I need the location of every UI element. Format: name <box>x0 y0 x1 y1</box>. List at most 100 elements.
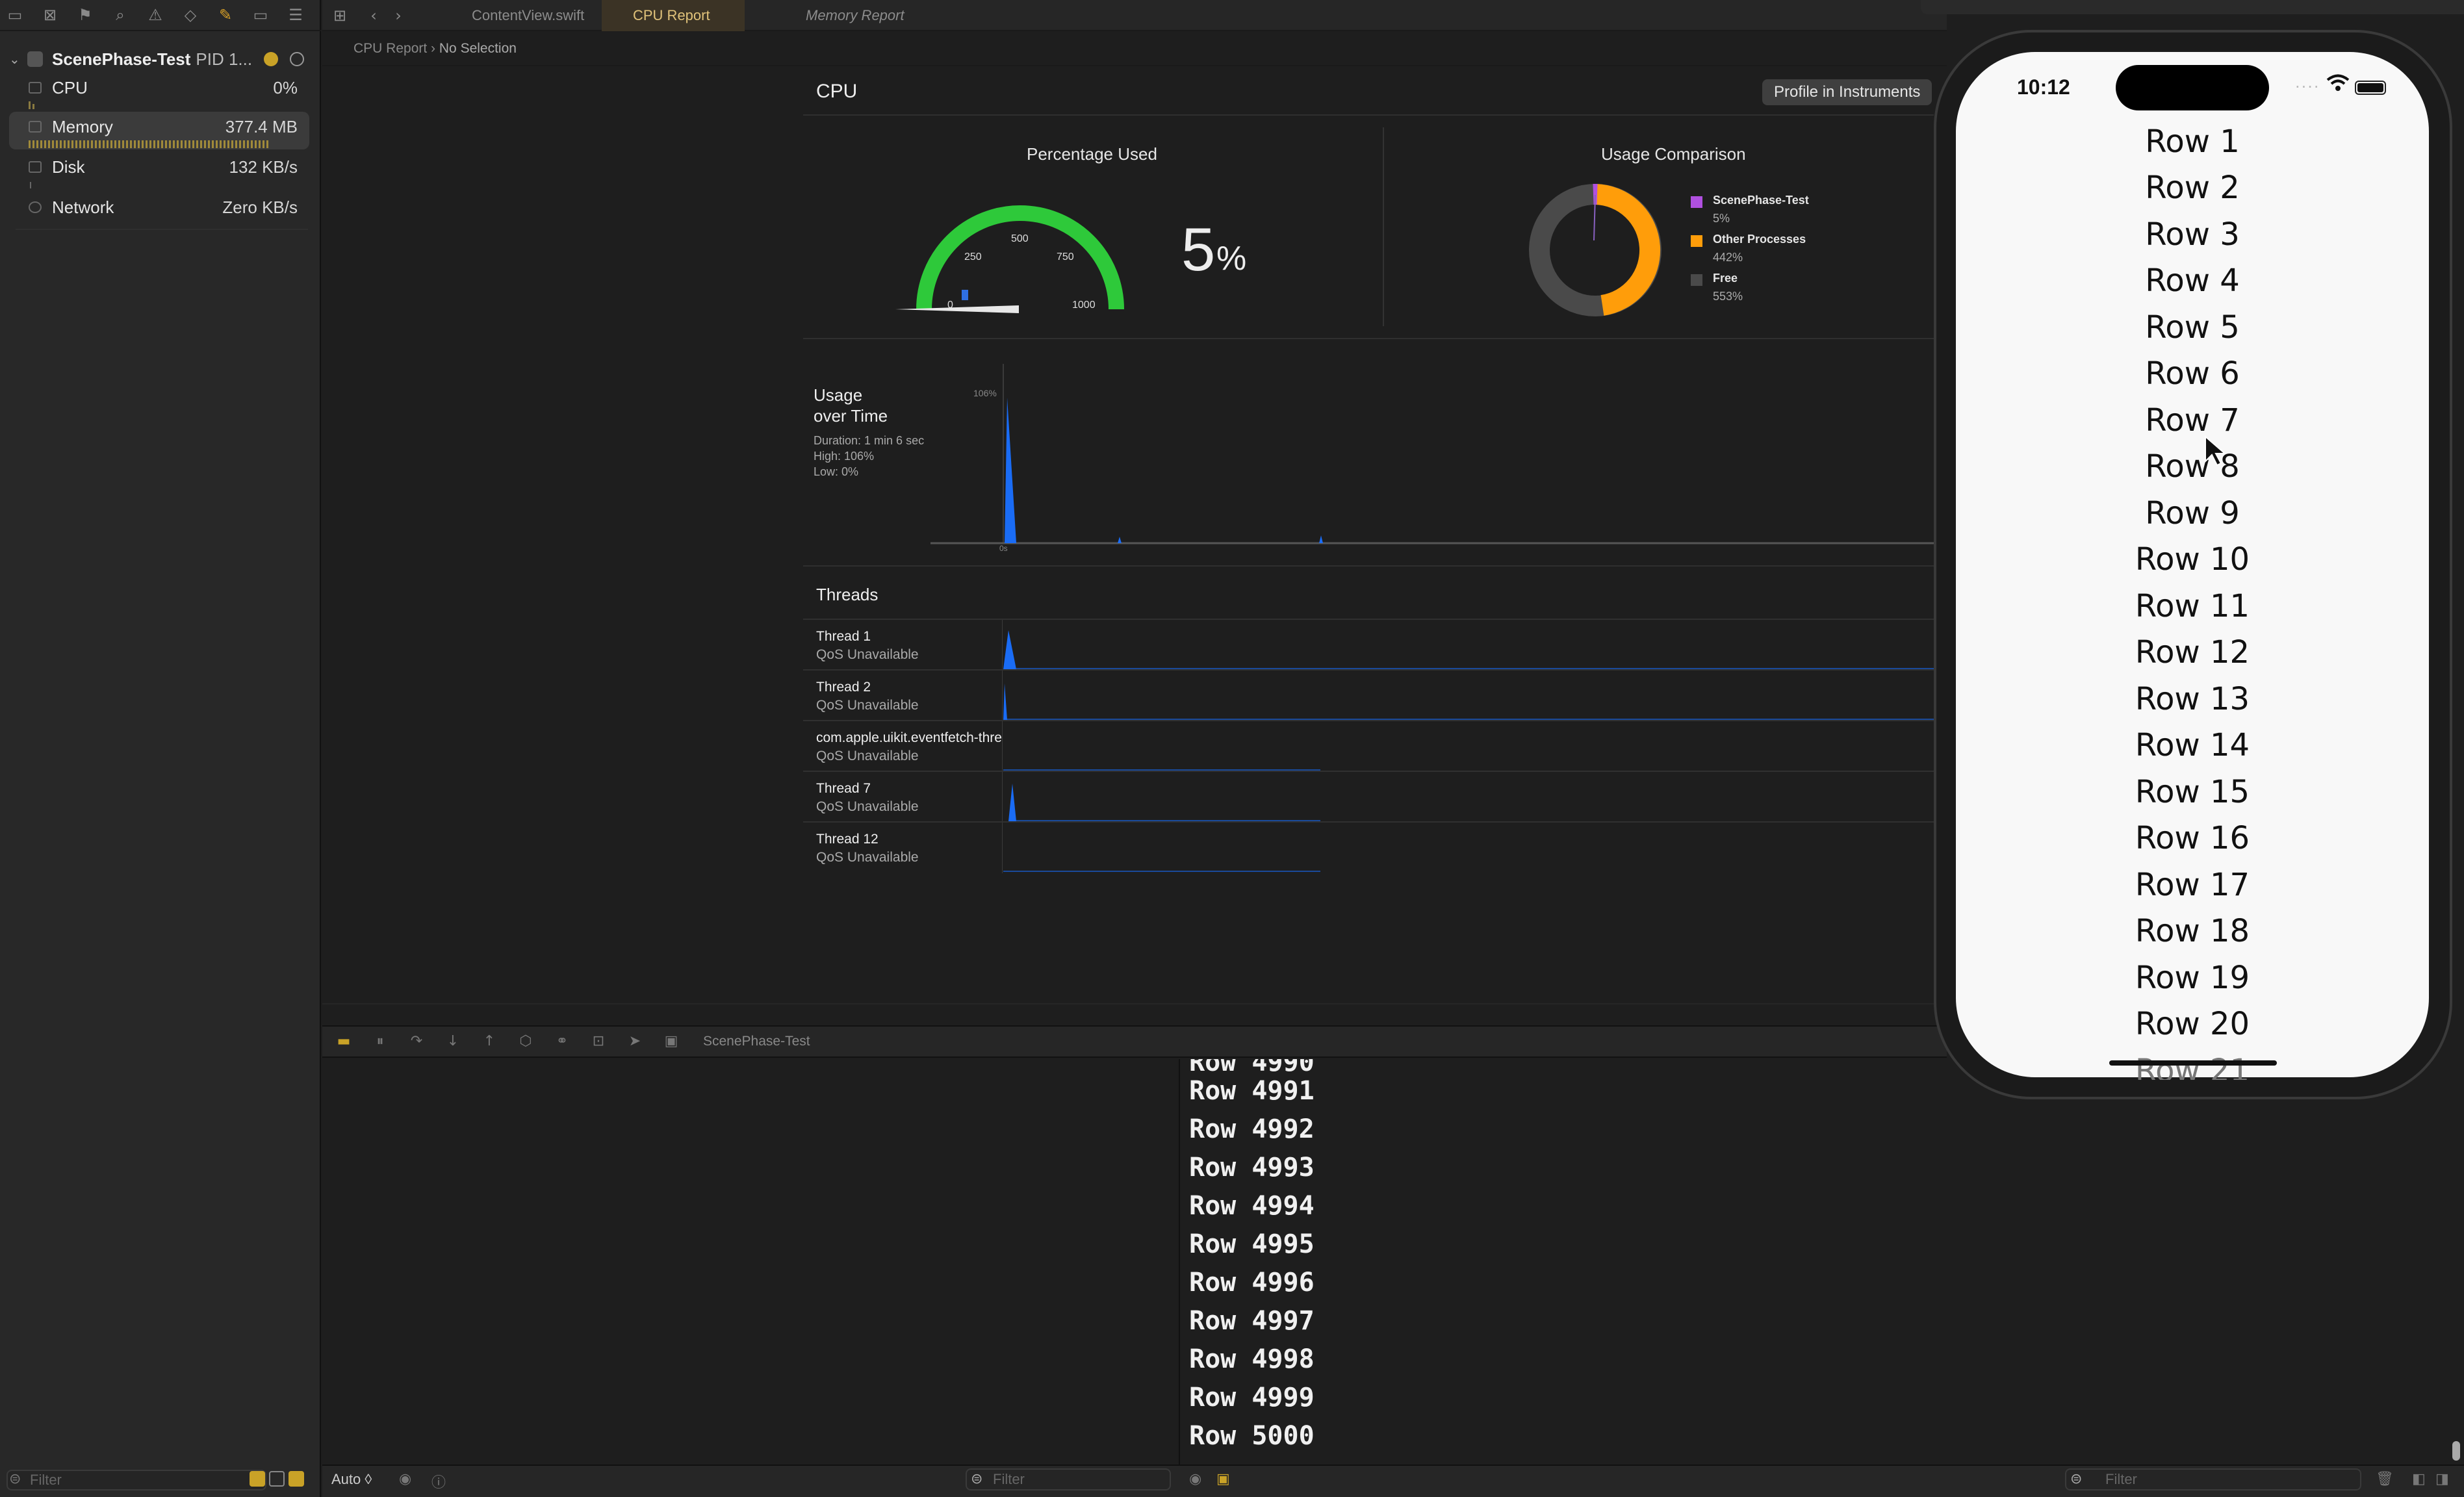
gauge-label: Disk <box>52 157 85 177</box>
bookmark-icon[interactable]: ⚑ <box>78 6 92 24</box>
percentage-unit: % <box>1216 240 1247 277</box>
gauge-cpu[interactable]: CPU 0% <box>9 73 309 110</box>
memory-graph-icon[interactable]: ⚭ <box>556 1033 569 1049</box>
list-row[interactable]: Row 16 <box>2135 820 2250 856</box>
usage-spike <box>1118 537 1122 543</box>
thread-row[interactable]: com.apple.uikit.eventfetch-thread QoS Un… <box>803 720 1934 772</box>
list-row[interactable]: Row 7 <box>2145 402 2240 439</box>
simulator-screen[interactable] <box>1956 52 2429 1077</box>
console-output[interactable]: Row 4990 Row 4991 Row 4992 Row 4993 Row … <box>1180 1059 2454 1465</box>
tab-cpu-report[interactable]: CPU Report <box>602 0 745 31</box>
simulator-window-edge <box>1921 0 2464 14</box>
eye-icon[interactable]: ◉ <box>1189 1471 1202 1487</box>
left-pane-toggle-icon[interactable]: ◧ <box>2412 1471 2426 1487</box>
step-into-icon[interactable]: ↓ <box>446 1033 459 1049</box>
thread-row[interactable]: Thread 12 QoS Unavailable <box>803 821 1934 873</box>
navigator-filter-field[interactable]: Filter <box>6 1470 266 1491</box>
filter-toggle-icon[interactable] <box>250 1471 265 1487</box>
tab-contentview[interactable]: ContentView.swift <box>472 7 585 23</box>
gauge-disk[interactable]: Disk 132 KB/s <box>9 152 309 190</box>
percentage-value: 5 <box>1181 215 1216 283</box>
list-row[interactable]: Row 2 <box>2145 170 2240 206</box>
thread-row[interactable]: Thread 7 QoS Unavailable <box>803 771 1934 823</box>
profile-in-instruments-button[interactable]: Profile in Instruments <box>1762 79 1932 105</box>
list-row[interactable]: Row 3 <box>2145 216 2240 253</box>
list-row[interactable]: Row 15 <box>2135 774 2250 810</box>
right-pane-toggle-icon[interactable]: ◨ <box>2435 1471 2449 1487</box>
gauge-memory[interactable]: Memory 377.4 MB <box>9 112 309 149</box>
disclosure-chevron-icon[interactable]: ⌄ <box>9 51 20 67</box>
usage-over-time-stats: Duration: 1 min 6 sec High: 106% Low: 0% <box>814 433 924 480</box>
location-icon[interactable]: ➤ <box>628 1033 641 1049</box>
test-icon[interactable]: ◇ <box>184 6 197 24</box>
filter-toggle-icon[interactable] <box>269 1471 285 1487</box>
pause-icon[interactable]: ⏸ <box>376 1033 384 1049</box>
editor-tab-bar: ⊞ ‹ › ContentView.swift CPU Report Memor… <box>322 0 1947 31</box>
list-row[interactable]: Row 5 <box>2145 309 2240 346</box>
list-row[interactable]: Row 14 <box>2135 727 2250 763</box>
source-control-icon[interactable]: ⊠ <box>43 6 57 24</box>
grid-icon[interactable]: ⊞ <box>333 6 347 25</box>
filter-toggle-icon[interactable] <box>289 1471 304 1487</box>
list-row[interactable]: Row 6 <box>2145 355 2240 392</box>
list-row[interactable]: Row 10 <box>2135 541 2250 578</box>
console-filter-field[interactable]: Filter <box>2065 1468 2361 1491</box>
thread-activity-graph <box>1002 823 1320 873</box>
gauge-value: Zero KB/s <box>222 198 298 217</box>
find-icon[interactable]: ⌕ <box>116 6 125 24</box>
environment-overrides-icon[interactable]: ⊡ <box>592 1033 605 1049</box>
disk-sparkline <box>30 182 31 188</box>
info-badge-icon[interactable] <box>290 52 305 66</box>
duration-text: Duration: 1 min 6 sec <box>814 434 925 447</box>
trash-icon[interactable]: 🗑 <box>2376 1471 2394 1487</box>
list-row[interactable]: Row 8 <box>2145 448 2240 485</box>
gauge-network[interactable]: Network Zero KB/s <box>9 192 309 230</box>
breadcrumb-item[interactable]: No Selection <box>439 41 517 56</box>
step-over-icon[interactable]: ↷ <box>410 1033 423 1049</box>
breakpoint-icon[interactable]: ▭ <box>253 6 268 24</box>
eye-icon[interactable]: ◉ <box>399 1471 412 1487</box>
toggle-debug-area-icon[interactable]: ▬ <box>337 1033 351 1049</box>
donut-other-processes-segment <box>1595 184 1661 316</box>
gauge-value: 132 KB/s <box>229 157 298 177</box>
process-row[interactable]: ⌄ ScenePhase-Test PID 1... <box>0 43 321 75</box>
view-hierarchy-icon[interactable]: ⬡ <box>519 1033 532 1049</box>
scheme-app-icon: ▣ <box>664 1033 678 1049</box>
debug-icon[interactable]: ✎ <box>218 6 233 24</box>
thread-row[interactable]: Thread 1 QoS Unavailable <box>803 619 1934 671</box>
list-row[interactable]: Row 21 <box>2135 1053 2250 1080</box>
report-icon[interactable]: ☰ <box>289 6 303 24</box>
list-row[interactable]: Row 18 <box>2135 913 2250 949</box>
list-row[interactable]: Row 20 <box>2135 1006 2250 1042</box>
gauge-scale-label: 250 <box>964 251 982 262</box>
tab-memory-report[interactable]: Memory Report <box>806 7 905 23</box>
thread-name: Thread 1 <box>816 629 871 644</box>
issue-icon[interactable]: ⚠ <box>148 6 162 24</box>
breadcrumb-separator: › <box>431 41 436 56</box>
variables-scope-select[interactable]: Auto ◊ <box>331 1471 372 1487</box>
list-row[interactable]: Row 19 <box>2135 960 2250 996</box>
warning-badge-icon[interactable] <box>264 52 279 66</box>
console-scrollbar[interactable] <box>2452 1441 2460 1461</box>
list-row[interactable]: Row 17 <box>2135 867 2250 903</box>
list-row[interactable]: Row 13 <box>2135 681 2250 717</box>
variables-filter-field[interactable]: Filter <box>966 1468 1171 1491</box>
list-row[interactable]: Row 4 <box>2145 262 2240 299</box>
list-row[interactable]: Row 12 <box>2135 634 2250 671</box>
console-target-icon[interactable]: ▣ <box>1216 1471 1230 1487</box>
forward-chevron-icon[interactable]: › <box>395 6 402 25</box>
breadcrumb-item[interactable]: CPU Report <box>353 41 428 56</box>
list-row[interactable]: Row 9 <box>2145 495 2240 531</box>
pane-divider[interactable] <box>1179 1059 1180 1465</box>
list-row[interactable]: Row 1 <box>2145 123 2240 160</box>
list-row[interactable]: Row 11 <box>2135 588 2250 624</box>
process-name: ScenePhase-Test <box>52 49 191 69</box>
step-out-icon[interactable]: ↑ <box>483 1033 496 1049</box>
thread-row[interactable]: Thread 2 QoS Unavailable <box>803 669 1934 721</box>
back-chevron-icon[interactable]: ‹ <box>370 6 377 25</box>
info-icon[interactable]: ⓘ <box>431 1475 446 1491</box>
app-icon <box>27 51 43 67</box>
folder-icon[interactable]: ▭ <box>7 6 23 24</box>
home-indicator[interactable] <box>2109 1060 2277 1066</box>
filter-options-icon[interactable]: ⊜ <box>2070 1471 2083 1487</box>
